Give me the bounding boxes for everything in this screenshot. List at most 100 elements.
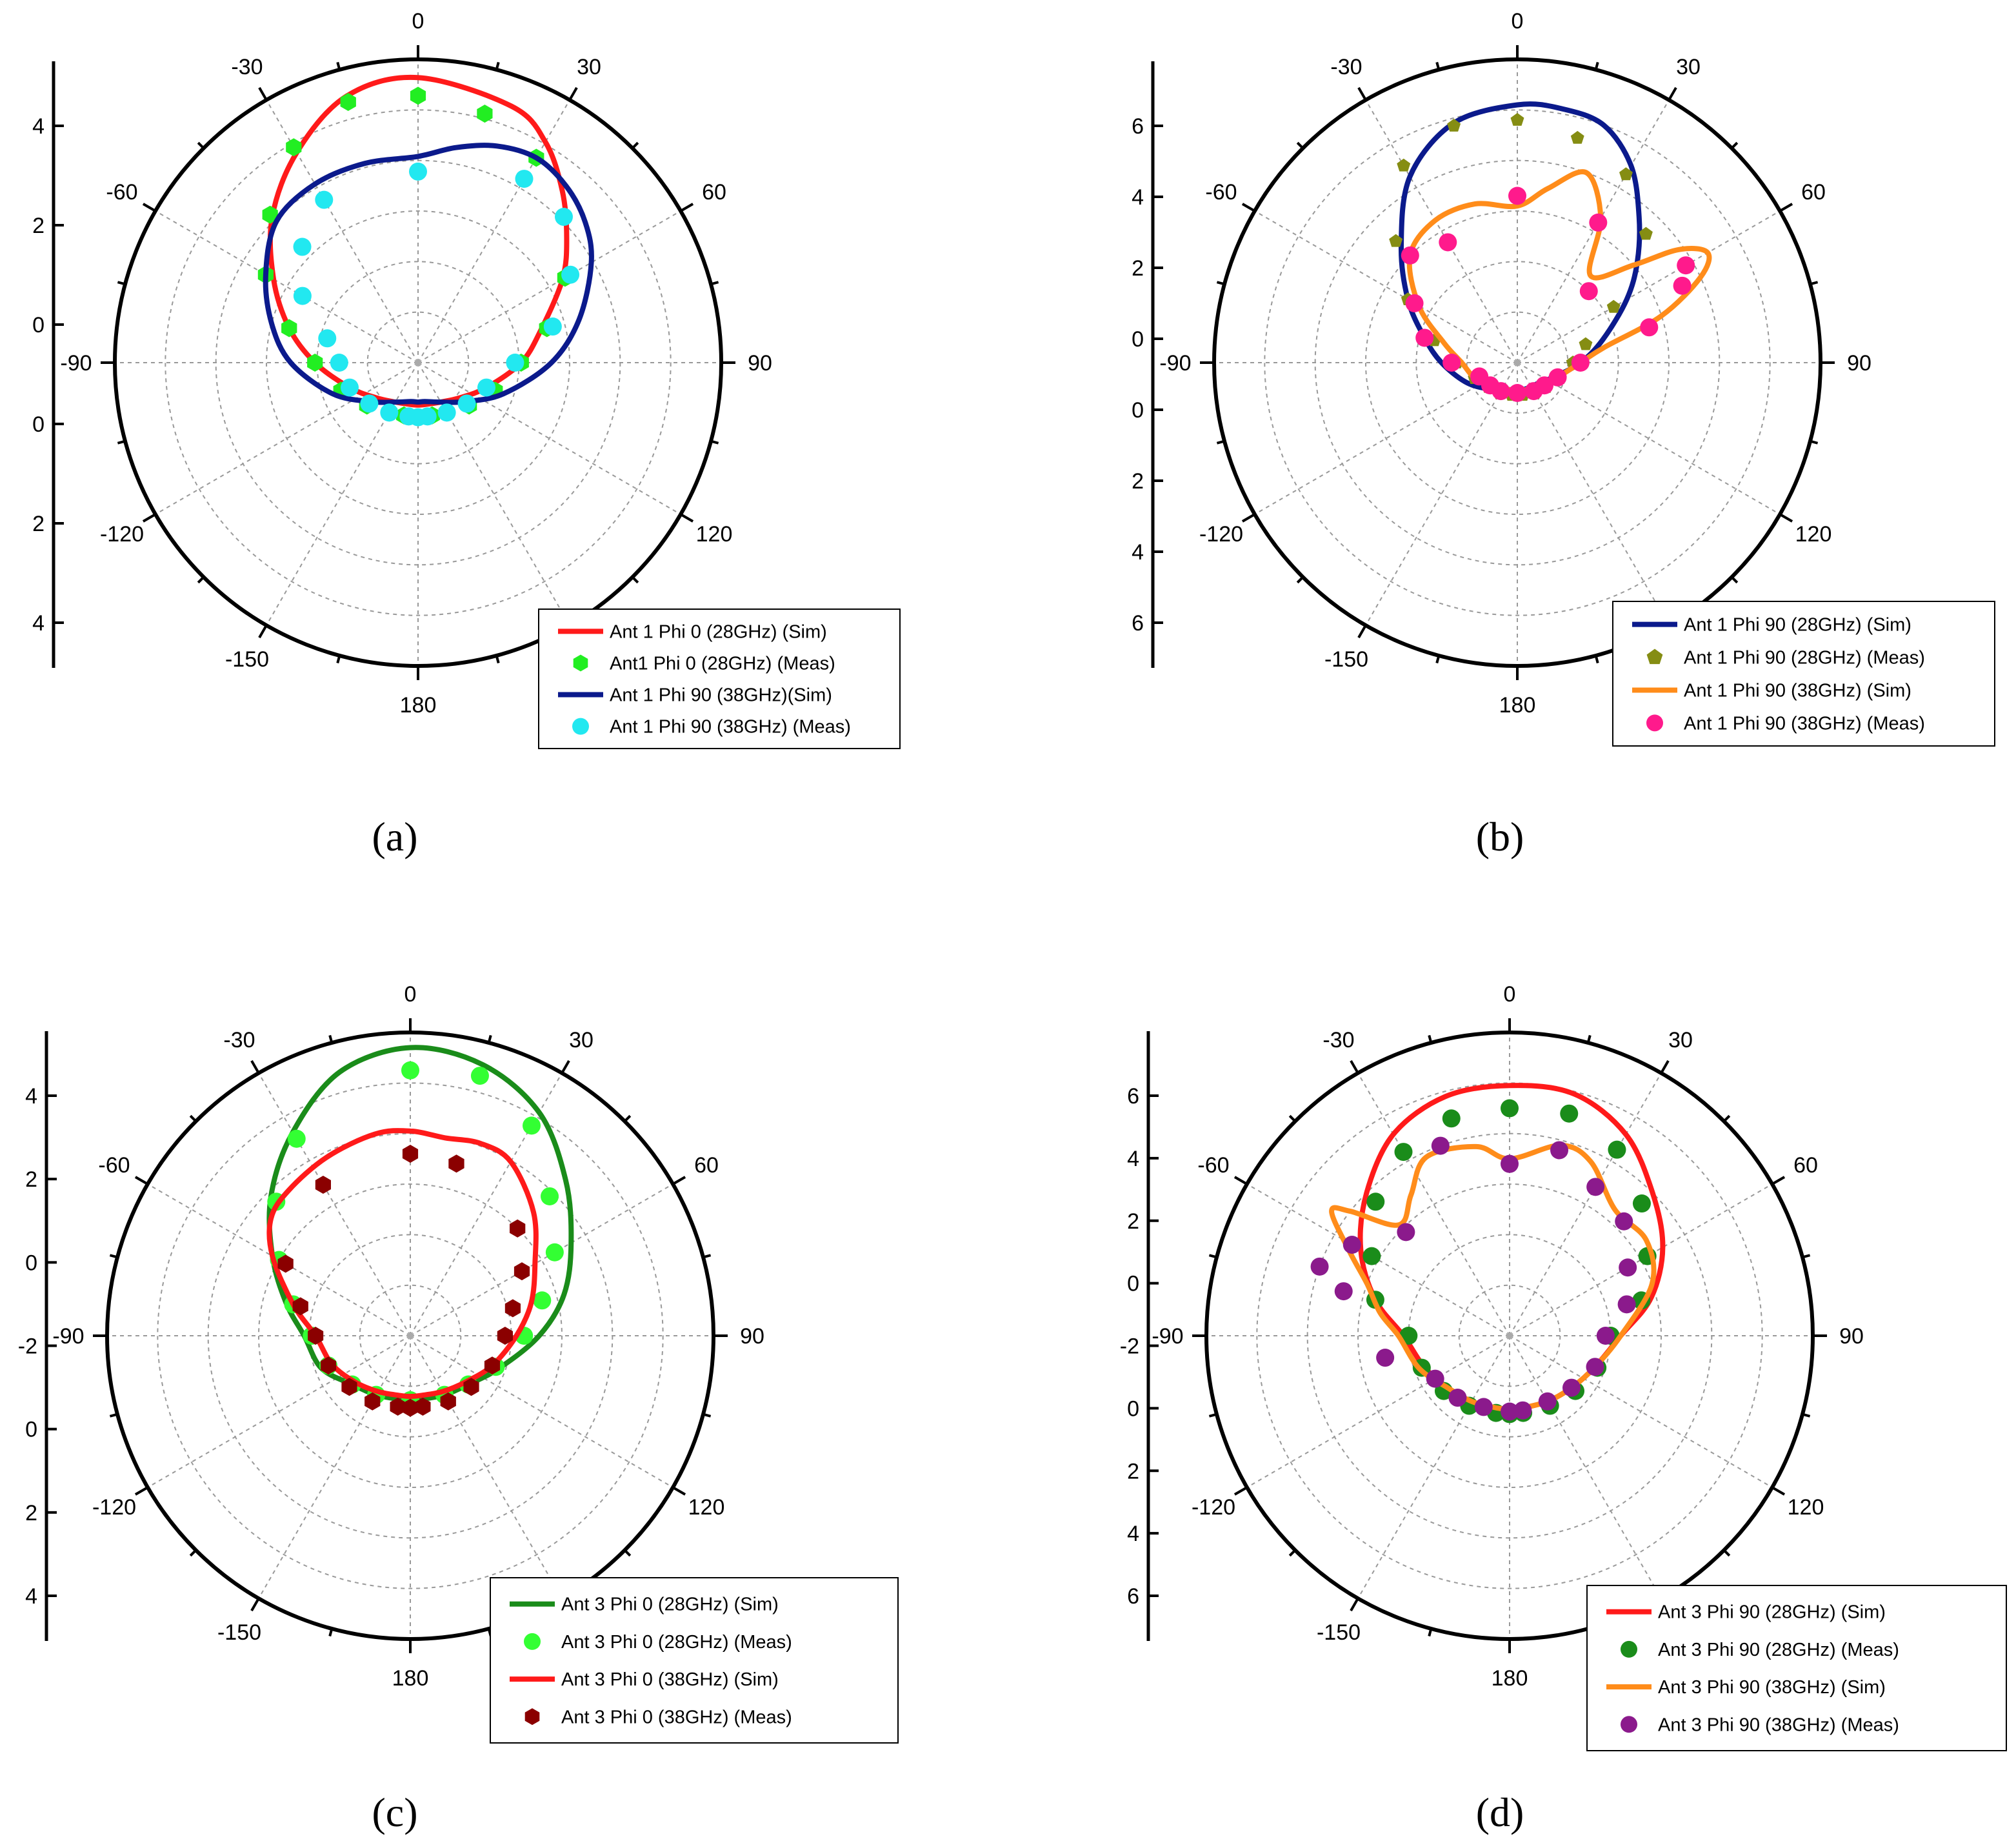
- ring-tick: [495, 61, 500, 70]
- angle-label: 0: [1512, 9, 1524, 34]
- ring-tick: [1241, 203, 1255, 212]
- data-point: [506, 354, 524, 372]
- radial-tick-label: 2: [25, 1501, 37, 1525]
- data-point: [554, 208, 573, 226]
- ring-tick: [250, 1060, 260, 1074]
- data-point: [1639, 226, 1653, 240]
- angle-label: 120: [688, 1495, 725, 1520]
- grid-circle: [258, 1183, 563, 1488]
- radial-tick-label: -2: [18, 1334, 37, 1359]
- legend-d: Ant 3 Phi 90 (28GHz) (Sim) Ant 3 Phi 90 (…: [1586, 1585, 2007, 1751]
- legend-label: Ant 3 Phi 90 (28GHz) (Meas): [1658, 1640, 1899, 1660]
- angle-label: -120: [92, 1495, 136, 1520]
- data-point: [292, 1297, 308, 1316]
- data-point: [437, 403, 456, 422]
- angle-label: -60: [106, 180, 137, 205]
- ring-tick: [1660, 1060, 1670, 1074]
- series-b-4: [1401, 186, 1695, 402]
- angle-label: 90: [1839, 1324, 1864, 1349]
- angle-label: 120: [1788, 1495, 1824, 1520]
- data-point: [1589, 213, 1608, 232]
- ring-tick: [710, 281, 719, 286]
- data-point: [497, 1327, 513, 1345]
- data-point: [1596, 1327, 1615, 1345]
- data-point: [1401, 246, 1419, 265]
- radial-tick-label: 0: [25, 1418, 37, 1442]
- data-point: [1570, 130, 1584, 144]
- angle-label: -150: [1317, 1620, 1361, 1645]
- ring-tick: [1586, 1034, 1592, 1043]
- legend-swatch: [524, 1708, 540, 1725]
- data-point: [1415, 328, 1434, 347]
- data-point: [318, 329, 337, 348]
- legend-label: Ant 1 Phi 90 (38GHz) (Meas): [1684, 713, 1925, 734]
- data-point: [1579, 282, 1598, 301]
- data-point: [1550, 1141, 1569, 1160]
- data-point: [1397, 158, 1411, 172]
- data-point: [307, 354, 323, 372]
- data-point: [1538, 1392, 1557, 1411]
- ring-tick: [258, 86, 268, 101]
- radial-tick-label: 0: [32, 313, 45, 337]
- legend-label: Ant 1 Phi 90 (38GHz) (Meas): [610, 717, 851, 738]
- data-point: [1501, 1099, 1519, 1118]
- data-point: [1342, 1236, 1361, 1254]
- legend-swatch: [573, 654, 588, 672]
- ring-tick: [1208, 1254, 1217, 1259]
- data-point: [1617, 1295, 1636, 1314]
- grid-spoke: [410, 1183, 674, 1336]
- data-point: [440, 1392, 456, 1411]
- panel-d: 0306090120150180-150-120-90-60-306420-20…: [1120, 982, 2007, 1751]
- ring-tick: [134, 1176, 148, 1185]
- ring-tick: [1296, 141, 1304, 150]
- data-point: [561, 265, 580, 284]
- angle-label: 90: [740, 1324, 764, 1349]
- ring-tick: [258, 625, 268, 639]
- ring-tick: [1594, 61, 1599, 70]
- legend-swatch: [1621, 1640, 1637, 1658]
- data-point: [380, 403, 399, 422]
- ring-tick: [680, 513, 694, 523]
- radial-tick-label: 2: [1127, 1459, 1139, 1484]
- data-point: [1448, 1389, 1467, 1407]
- angle-label: -60: [1205, 180, 1237, 205]
- ring-tick: [1779, 513, 1793, 523]
- ring-tick: [1771, 1486, 1786, 1496]
- data-point: [1389, 234, 1403, 247]
- data-point: [533, 1291, 552, 1310]
- radial-axis: 4 2 0 0 2 4: [32, 61, 64, 668]
- data-point: [308, 1327, 324, 1345]
- ring-tick: [1435, 655, 1441, 664]
- data-point: [402, 1145, 419, 1163]
- ring-tick: [109, 1413, 118, 1418]
- series-c-3: [266, 1128, 539, 1399]
- legend-label: Ant 1 Phi 90 (38GHz)(Sim): [610, 685, 832, 706]
- legend-label: Ant 1 Phi 90 (28GHz) (Sim): [1684, 615, 1911, 636]
- grid-spoke: [417, 210, 681, 363]
- angle-label: 180: [1499, 693, 1536, 718]
- legend-label: Ant 3 Phi 0 (38GHz) (Meas): [561, 1707, 792, 1727]
- center-dot: [415, 359, 421, 366]
- data-point: [1501, 1154, 1519, 1173]
- series-line: [266, 1045, 574, 1403]
- grid-circle: [1357, 1183, 1662, 1488]
- ring-tick: [1668, 86, 1677, 101]
- grid-circle: [157, 1082, 664, 1589]
- angle-label: 180: [400, 693, 437, 718]
- radial-tick-label: 6: [1127, 1584, 1139, 1609]
- radial-tick-label: 4: [1132, 540, 1144, 565]
- data-point: [330, 354, 348, 372]
- data-point: [1677, 256, 1695, 275]
- legend-label: Ant 3 Phi 0 (28GHz) (Meas): [561, 1632, 792, 1653]
- ring-tick: [197, 576, 205, 584]
- angle-label: -30: [231, 55, 263, 79]
- data-point: [341, 1378, 357, 1396]
- legend-c: Ant 3 Phi 0 (28GHz) (Sim) Ant 3 Phi 0 (28…: [490, 1577, 899, 1744]
- panel-a: 0306090120150180-150-120-90-60-30420024A…: [32, 9, 901, 749]
- ring-tick: [336, 655, 341, 664]
- ring-tick: [1779, 203, 1793, 212]
- ring-tick: [142, 513, 156, 523]
- data-point: [1562, 1378, 1581, 1397]
- data-point: [410, 86, 426, 105]
- angle-label: 60: [694, 1153, 719, 1178]
